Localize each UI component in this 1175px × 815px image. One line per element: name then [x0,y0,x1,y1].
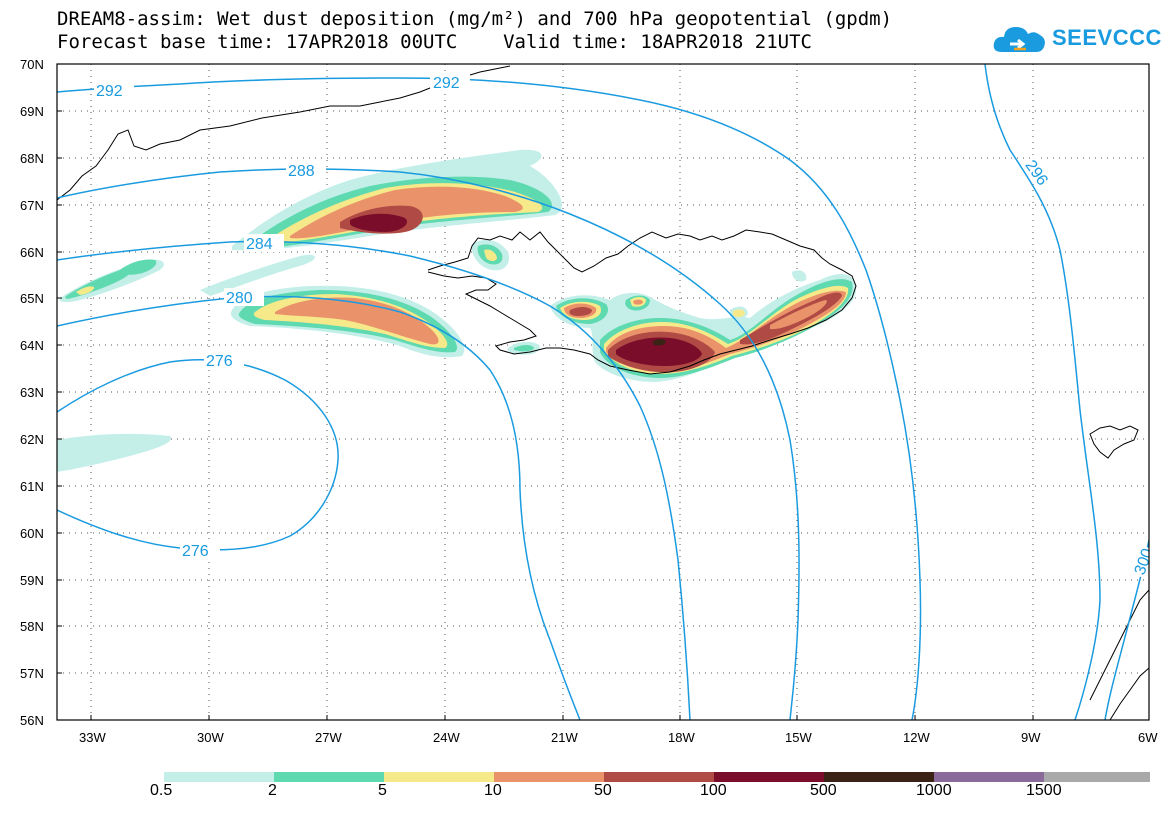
legend-label: 2 [268,782,277,799]
legend-swatch [604,772,714,782]
legend-swatch [494,772,604,782]
scotland-coast [1089,589,1149,720]
lon-label: 33W [79,730,106,745]
lon-label: 9W [1021,730,1041,745]
legend-label: 5 [378,782,387,799]
contour-280 [57,295,581,720]
legend-label: 500 [810,782,837,799]
contour-284 [57,240,691,720]
contour-labels: 292 292 288 284 280 276 276 296 300 [94,72,1157,579]
contour-288 [57,168,800,720]
lat-label: 57N [20,666,44,681]
lat-label: 63N [20,385,44,400]
legend-swatch [164,772,274,782]
legend-label: 1500 [1026,782,1062,799]
contour-276 [57,359,339,551]
lat-label: 60N [20,526,44,541]
legend-label: 100 [700,782,727,799]
color-legend [164,772,1150,782]
legend-swatch [384,772,494,782]
lat-label: 58N [20,619,44,634]
lon-label: 15W [785,730,812,745]
coastlines [57,65,1149,720]
lat-label: 65N [20,291,44,306]
latitude-labels: 70N 69N 68N 67N 66N 65N 64N 63N 62N 61N … [20,57,44,728]
lat-label: 62N [20,432,44,447]
logo-text: SEEVCCC [1052,25,1162,50]
faroe-islands-coast [1089,425,1139,459]
legend-label: 10 [484,782,502,799]
cloud-icon [993,27,1045,52]
contour-label-292-east: 292 [433,75,460,92]
legend-label: 0.5 [150,782,173,799]
geopotential-contours [57,64,1149,720]
map-grid [57,64,1149,720]
contour-label-288: 288 [288,163,315,180]
legend-swatch [714,772,824,782]
contour-292 [57,77,922,720]
longitude-labels: 33W 30W 27W 24W 21W 18W 15W 12W 9W 6W [79,730,1158,745]
contour-label-284: 284 [246,236,273,253]
lat-label: 61N [20,479,44,494]
contour-label-292-west: 292 [96,83,123,100]
legend-label: 1000 [916,782,952,799]
seevccc-logo: SEEVCCC [992,22,1162,58]
lat-label: 68N [20,151,44,166]
lat-label: 56N [20,713,44,728]
lon-label: 12W [903,730,930,745]
iceland-coast [427,229,857,375]
chart-subtitle: Forecast base time: 17APR2018 00UTC Vali… [57,31,812,53]
legend-swatch [274,772,384,782]
lat-label: 67N [20,198,44,213]
contour-296 [984,64,1101,720]
lon-label: 27W [315,730,342,745]
lon-label: 18W [668,730,695,745]
lat-label: 59N [20,573,44,588]
legend-swatch [934,772,1044,782]
chart-title: DREAM8-assim: Wet dust deposition (mg/m²… [57,8,893,30]
contour-label-300: 300 [1132,546,1157,577]
legend-swatch [824,772,934,782]
lon-label: 30W [197,730,224,745]
legend-swatch [1044,772,1150,782]
dust-deposition-field [57,149,856,472]
lat-label: 66N [20,245,44,260]
axis-ticks [57,63,1034,720]
contour-label-280: 280 [226,290,253,307]
lon-label: 24W [433,730,460,745]
lat-label: 70N [20,57,44,72]
lon-label: 21W [551,730,578,745]
contour-label-276-north: 276 [206,353,233,370]
lat-label: 69N [20,104,44,119]
lat-label: 64N [20,338,44,353]
legend-label: 50 [594,782,612,799]
lon-label: 6W [1138,730,1158,745]
contour-label-276-south: 276 [182,543,209,560]
